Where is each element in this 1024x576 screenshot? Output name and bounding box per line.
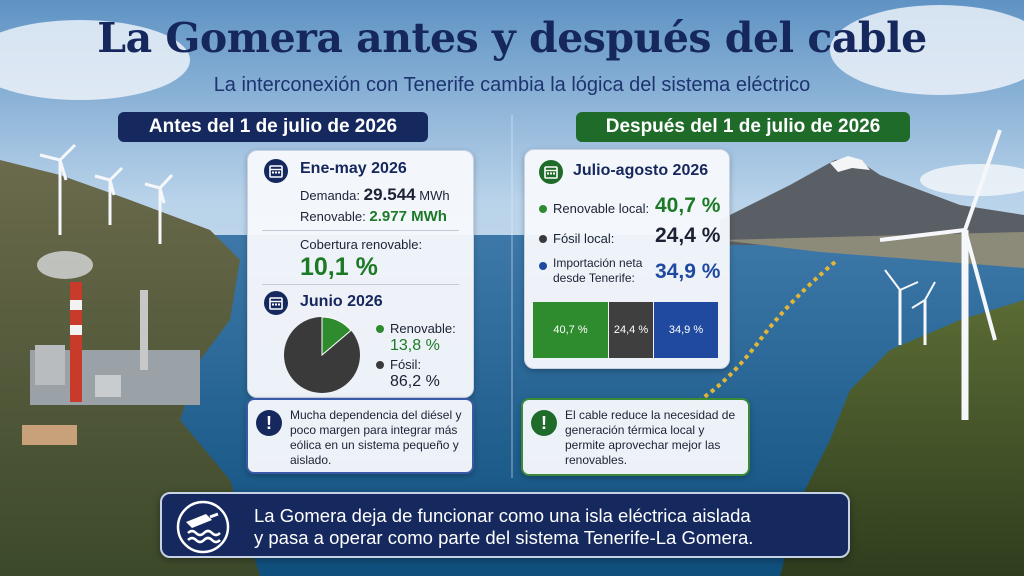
- card-divider: [262, 230, 459, 231]
- page-subtitle: La interconexión con Tenerife cambia la …: [213, 74, 811, 96]
- local-renewable-label: Renovable local:: [553, 201, 650, 216]
- bar-segment-0: 40,7 %: [533, 302, 608, 358]
- conclusion-banner: La Gomera deja de funcionar como una isl…: [160, 492, 850, 558]
- bar-segment-2: 34,9 %: [654, 302, 718, 358]
- coverage-label: Cobertura renovable:: [300, 237, 423, 252]
- pie-slice-renewable: [321, 316, 352, 357]
- pie-renewable-value: 13,8 %: [390, 337, 440, 354]
- calendar-icon: [264, 291, 288, 315]
- import-dot: [539, 262, 547, 270]
- renewable-dot: [539, 205, 547, 213]
- pie-fossil-label: Fósil:: [390, 357, 422, 372]
- pie-fossil-value: 86,2 %: [390, 373, 440, 390]
- renewable-row: Renovable: 2.977 MWh: [300, 208, 447, 225]
- header: La Gomera antes y después del cable La i…: [0, 0, 1024, 112]
- fossil-dot: [539, 235, 547, 243]
- bar-segment-1: 24,4 %: [609, 302, 653, 358]
- demand-label: Demanda:: [300, 188, 360, 203]
- local-fossil-value: 24,4 %: [655, 224, 721, 247]
- renewable-label: Renovable:: [300, 209, 366, 224]
- exclamation-icon: !: [256, 410, 282, 436]
- renewable-dot: [376, 325, 384, 333]
- import-label-line1: Importación neta: [553, 256, 643, 270]
- renewable-value: 2.977 MWh: [369, 208, 447, 225]
- banner-text: La Gomera deja de funcionar como una isl…: [254, 505, 844, 549]
- local-renewable-value: 40,7 %: [655, 194, 721, 217]
- pie-renewable-label: Renovable:: [390, 321, 456, 336]
- card-divider: [262, 284, 459, 285]
- local-fossil-label: Fósil local:: [553, 231, 615, 246]
- before-section-label: Antes del 1 de julio de 2026: [118, 112, 428, 142]
- after-note-text: El cable reduce la necesidad de generaci…: [565, 408, 736, 467]
- coverage-value: 10,1 %: [300, 253, 378, 281]
- period-june: Junio 2026: [300, 293, 383, 310]
- before-note: ! Mucha dependencia del diésel y poco ma…: [246, 398, 474, 474]
- before-note-text: Mucha dependencia del diésel y poco marg…: [290, 408, 462, 467]
- fossil-dot: [376, 361, 384, 369]
- period-jan-may: Ene-may 2026: [300, 160, 407, 177]
- demand-value: 29.544: [363, 185, 416, 204]
- demand-row: Demanda: 29.544 MWh: [300, 185, 450, 205]
- before-stats-card: Ene-may 2026 Demanda: 29.544 MWh Renovab…: [247, 150, 474, 398]
- banner-line2: y pasa a operar como parte del sistema T…: [254, 527, 754, 548]
- subsea-cable-icon: [176, 500, 230, 554]
- calendar-icon: [539, 160, 563, 184]
- period-jul-aug: Julio-agosto 2026: [573, 162, 709, 179]
- demand-unit: MWh: [419, 188, 450, 203]
- page-title: La Gomera antes y después del cable: [97, 14, 927, 62]
- import-label-line2: desde Tenerife:: [553, 271, 635, 285]
- calendar-icon: [264, 159, 288, 183]
- june-pie-chart: [284, 316, 360, 393]
- import-value: 34,9 %: [655, 260, 721, 283]
- banner-line1: La Gomera deja de funcionar como una isl…: [254, 505, 751, 526]
- exclamation-icon: !: [531, 410, 557, 436]
- after-note: ! El cable reduce la necesidad de genera…: [521, 398, 750, 476]
- after-section-label: Después del 1 de julio de 2026: [576, 112, 910, 142]
